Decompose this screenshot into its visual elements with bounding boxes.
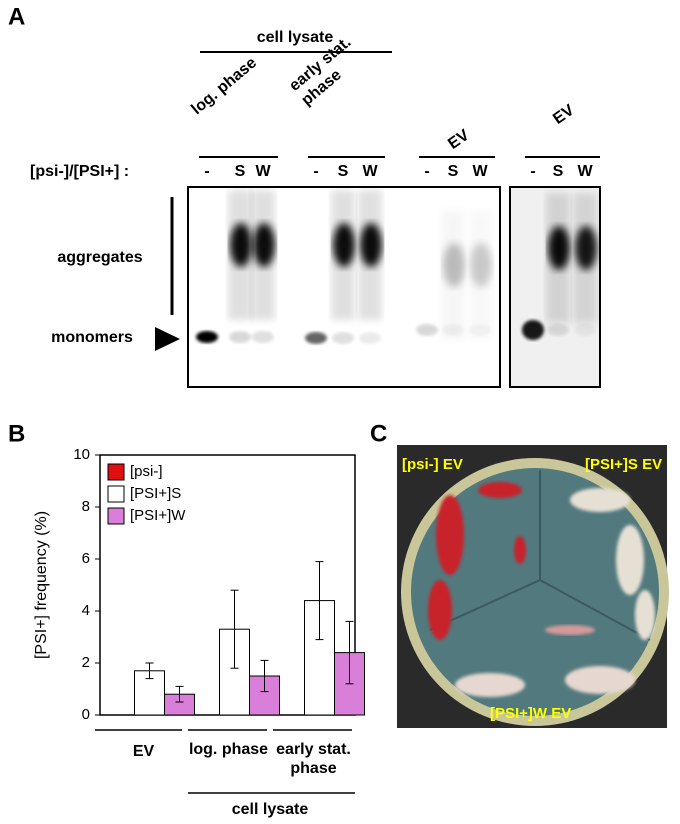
legend-label: [PSI+]W <box>130 507 186 524</box>
lane-label: S <box>235 163 246 180</box>
streak <box>436 495 464 575</box>
lane-label: - <box>204 163 209 180</box>
streak <box>478 482 522 498</box>
band <box>253 223 275 267</box>
monomer-band <box>522 320 544 340</box>
panel-label: C <box>370 420 387 447</box>
plate-label: [PSI+]S EV <box>585 456 662 473</box>
monomer-band <box>359 332 381 344</box>
band <box>575 226 597 270</box>
monomer-band <box>196 331 218 343</box>
aggregates-label: aggregates <box>57 249 142 266</box>
legend-swatch <box>107 507 125 525</box>
group-label: cell lysate <box>232 801 309 818</box>
error-bar <box>175 685 184 703</box>
y-tick-label: 8 <box>82 498 90 515</box>
band <box>443 243 465 287</box>
condition-label: EV <box>550 101 578 127</box>
error-bar <box>230 589 239 669</box>
monomer-band <box>229 331 251 343</box>
band <box>548 226 570 270</box>
plate-label: [psi-] EV <box>402 456 463 473</box>
streak <box>545 625 595 635</box>
lane-label: W <box>362 163 378 180</box>
monomer-band <box>252 331 274 343</box>
lane-label: W <box>255 163 271 180</box>
condition-label: EV <box>445 126 473 152</box>
plate-label: [PSI+]W EV <box>490 705 571 722</box>
legend-swatch <box>107 485 125 503</box>
y-tick-label: 6 <box>82 550 90 567</box>
y-tick-label: 10 <box>73 446 90 463</box>
y-tick-label: 4 <box>82 602 90 619</box>
blot <box>187 186 601 388</box>
monomer-band <box>547 324 569 336</box>
band <box>333 223 355 267</box>
monomer-band <box>416 324 438 336</box>
panel-label: A <box>8 3 25 30</box>
streak <box>635 590 655 640</box>
sector-lines <box>429 470 651 641</box>
arrowhead <box>155 327 180 351</box>
streak <box>514 536 526 564</box>
legend-swatch <box>107 463 125 481</box>
x-tick-label: log. phase <box>188 741 269 758</box>
legend-label: [PSI+]S <box>130 485 181 502</box>
monomer-band <box>469 324 491 336</box>
x-tick-label: EV <box>132 743 155 760</box>
error-bar <box>145 662 154 680</box>
legend-label: [psi-] <box>130 463 163 480</box>
monomer-band <box>332 332 354 344</box>
lane-label: - <box>530 163 535 180</box>
x-tick-label: early stat. phase <box>276 741 351 777</box>
error-bar <box>345 620 354 685</box>
lane-prefix: [psi-]/[PSI+] : <box>30 163 129 180</box>
lane-label: S <box>448 163 459 180</box>
plate-photo: [psi-] EV [PSI+]S EV [PSI+]W EV <box>397 445 669 728</box>
monomer-band <box>442 324 464 336</box>
lane-label: S <box>553 163 564 180</box>
plate-agar <box>411 468 659 716</box>
streak <box>455 673 525 697</box>
y-tick-label: 2 <box>82 654 90 671</box>
monomer-band <box>574 324 596 336</box>
band <box>470 243 492 287</box>
error-bar <box>315 561 324 641</box>
lane-label: S <box>338 163 349 180</box>
y-axis-label: [PSI+] frequency (%) <box>33 511 50 659</box>
streak <box>616 525 644 595</box>
streak <box>428 580 452 640</box>
monomer-band <box>305 332 327 344</box>
monomers-label: monomers <box>51 329 133 346</box>
y-tick-label: 0 <box>82 706 90 723</box>
lane-label: - <box>424 163 429 180</box>
streak <box>565 666 635 694</box>
band <box>360 223 382 267</box>
lane-label: W <box>472 163 488 180</box>
error-bar <box>260 659 269 693</box>
group-label: cell lysate <box>257 29 334 46</box>
band <box>230 223 252 267</box>
lane-label: W <box>577 163 593 180</box>
panel-label: B <box>8 420 25 447</box>
streak <box>570 488 630 512</box>
lane-label: - <box>313 163 318 180</box>
